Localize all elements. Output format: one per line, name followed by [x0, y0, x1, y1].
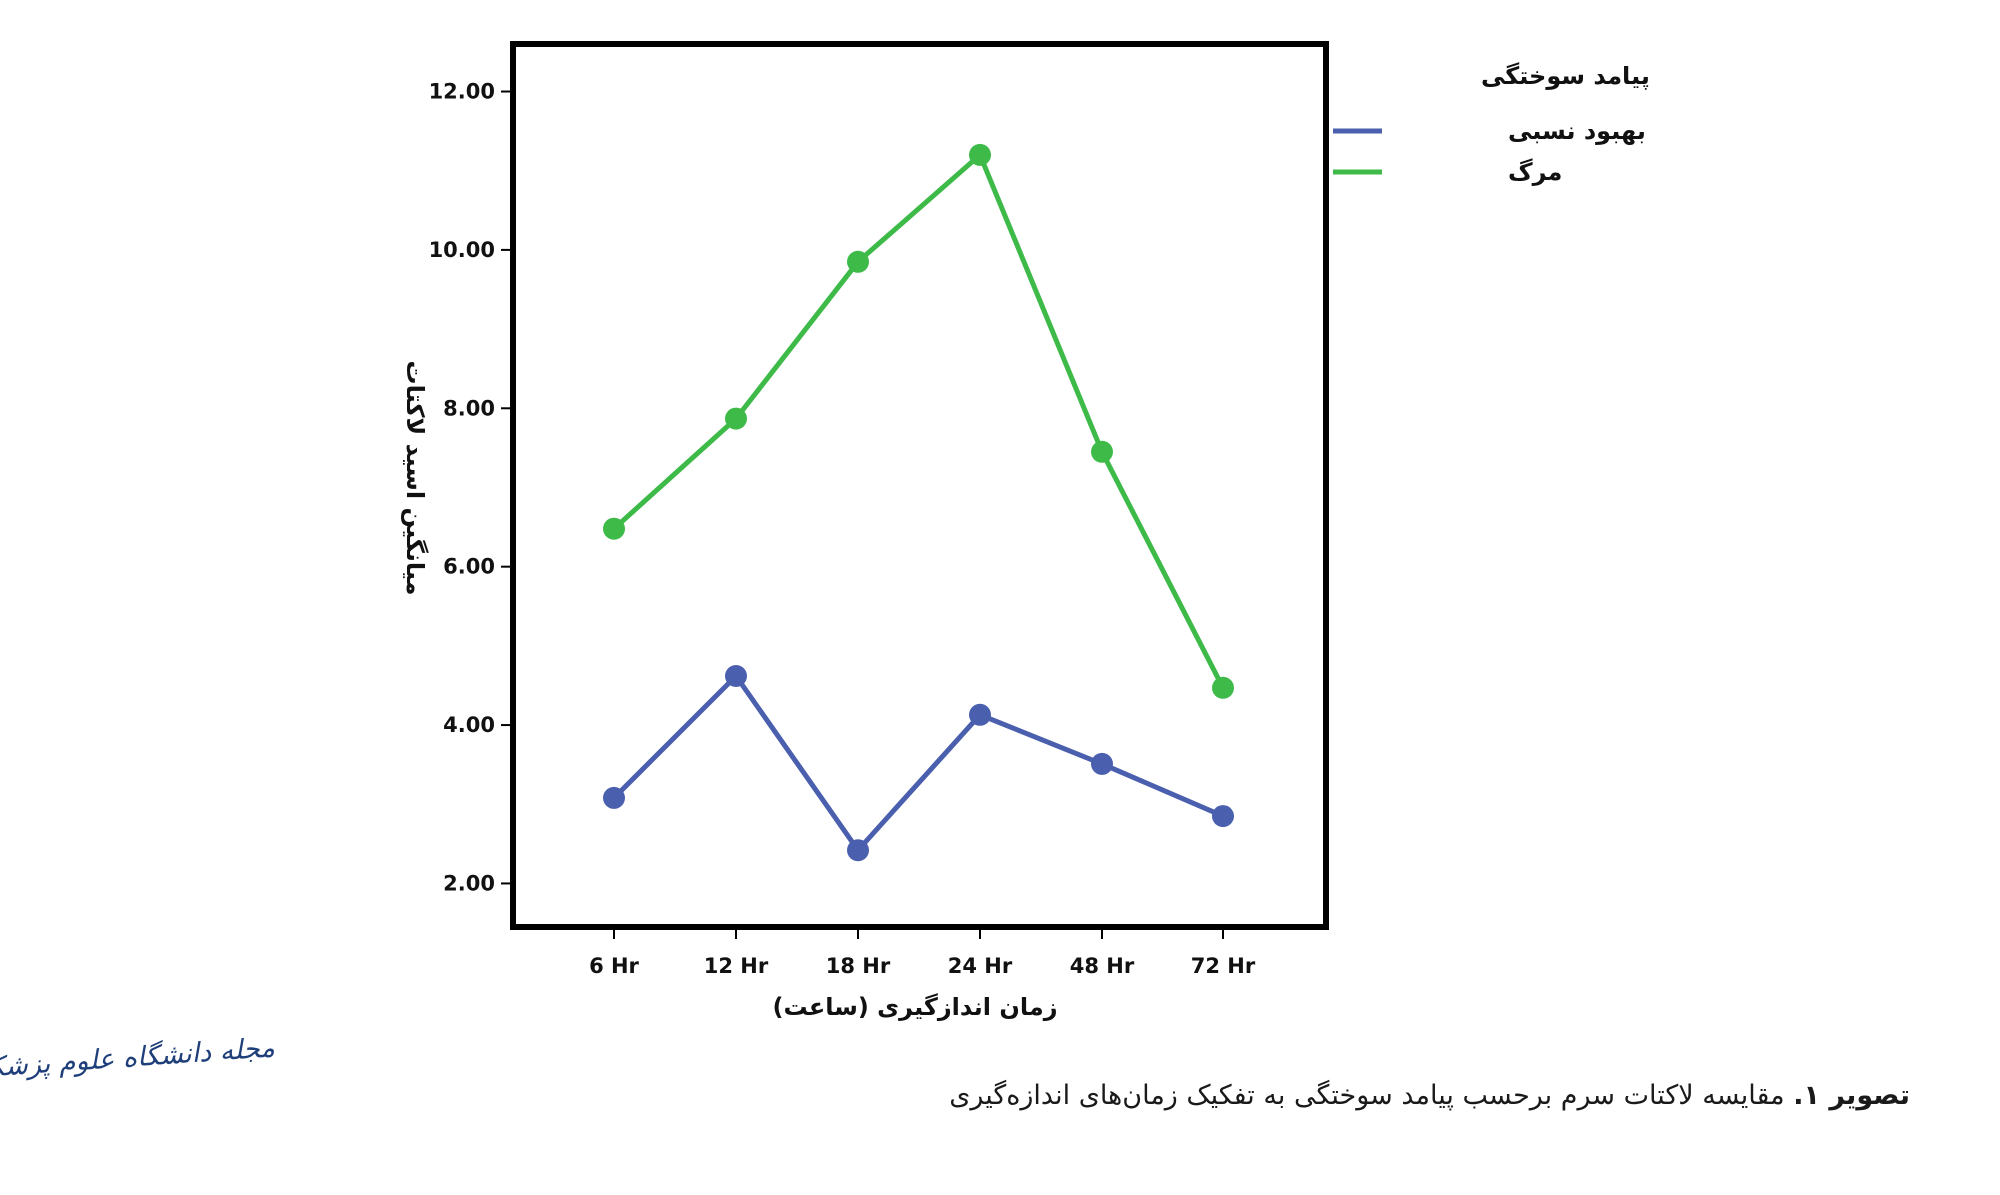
y-tick-label: 12.00	[429, 80, 495, 104]
y-tick-label: 10.00	[429, 238, 495, 262]
data-point	[1212, 805, 1234, 828]
x-tick-label: 72 Hr	[1191, 954, 1256, 978]
figure-caption: تصویر ۱. مقایسه لاکتات سرم برحسب پیامد س…	[800, 1080, 1910, 1111]
y-tick-label: 6.00	[443, 555, 495, 579]
series-layer	[603, 143, 1234, 862]
legend-label: مرگ	[1508, 158, 1562, 186]
legend: پیامد سوختگی بهبود نسبی مرگ	[1333, 62, 1650, 186]
x-tick-label: 48 Hr	[1070, 954, 1135, 978]
y-axis-title: میانگین اسید لاکتات	[401, 361, 429, 596]
data-point	[969, 703, 991, 726]
data-point	[603, 517, 625, 540]
legend-title: پیامد سوختگی	[1481, 62, 1650, 90]
data-point	[1091, 440, 1113, 463]
data-point	[1091, 752, 1113, 775]
plot-frame	[510, 41, 1329, 930]
plot-layer	[510, 41, 1329, 930]
series-1	[603, 665, 1234, 862]
data-point	[725, 407, 747, 430]
legend-label: بهبود نسبی	[1508, 117, 1646, 145]
axis-layer: 2.00 4.00 6.00 8.00 10.00 12.00 6 Hr 12 Hr 18 Hr…	[429, 80, 1256, 978]
x-tick-label: 12 Hr	[704, 954, 769, 978]
data-point	[725, 665, 747, 687]
y-tick-label: 8.00	[443, 396, 495, 420]
data-point	[847, 250, 869, 273]
data-point	[847, 839, 869, 862]
x-tick-label: 6 Hr	[589, 954, 639, 978]
x-tick-label: 18 Hr	[826, 954, 891, 978]
caption-label: تصویر ۱.	[1793, 1080, 1910, 1111]
data-point	[1212, 676, 1234, 699]
series-line	[611, 152, 1226, 691]
y-tick-label: 2.00	[443, 871, 495, 895]
caption-text: مقایسه لاکتات سرم برحسب پیامد سوختگی به …	[949, 1080, 1794, 1111]
x-axis-title: زمان اندازگیری (ساعت)	[772, 993, 1057, 1021]
data-point	[969, 143, 991, 166]
y-tick-label: 4.00	[443, 713, 495, 737]
x-tick-label: 24 Hr	[948, 954, 1013, 978]
series-line	[611, 673, 1226, 853]
data-point	[603, 786, 625, 809]
series-2	[603, 143, 1234, 699]
